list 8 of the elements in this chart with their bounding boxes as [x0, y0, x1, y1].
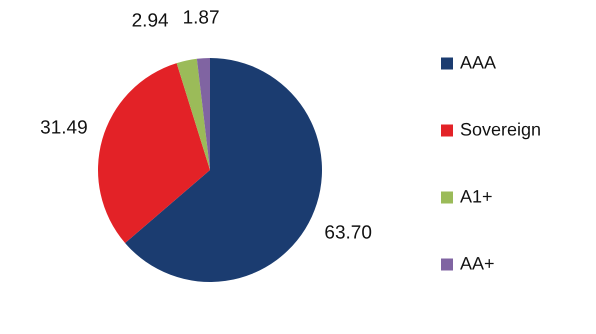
legend-label: AAA: [460, 52, 496, 72]
data-label: 63.70: [324, 222, 372, 244]
legend-label: Sovereign: [460, 119, 542, 140]
legend-label: A1+: [460, 186, 493, 206]
legend-label: AA+: [460, 253, 495, 274]
data-label: 2.94: [132, 10, 170, 32]
data-label: 31.49: [40, 117, 88, 138]
data-label: 1.87: [182, 7, 220, 28]
